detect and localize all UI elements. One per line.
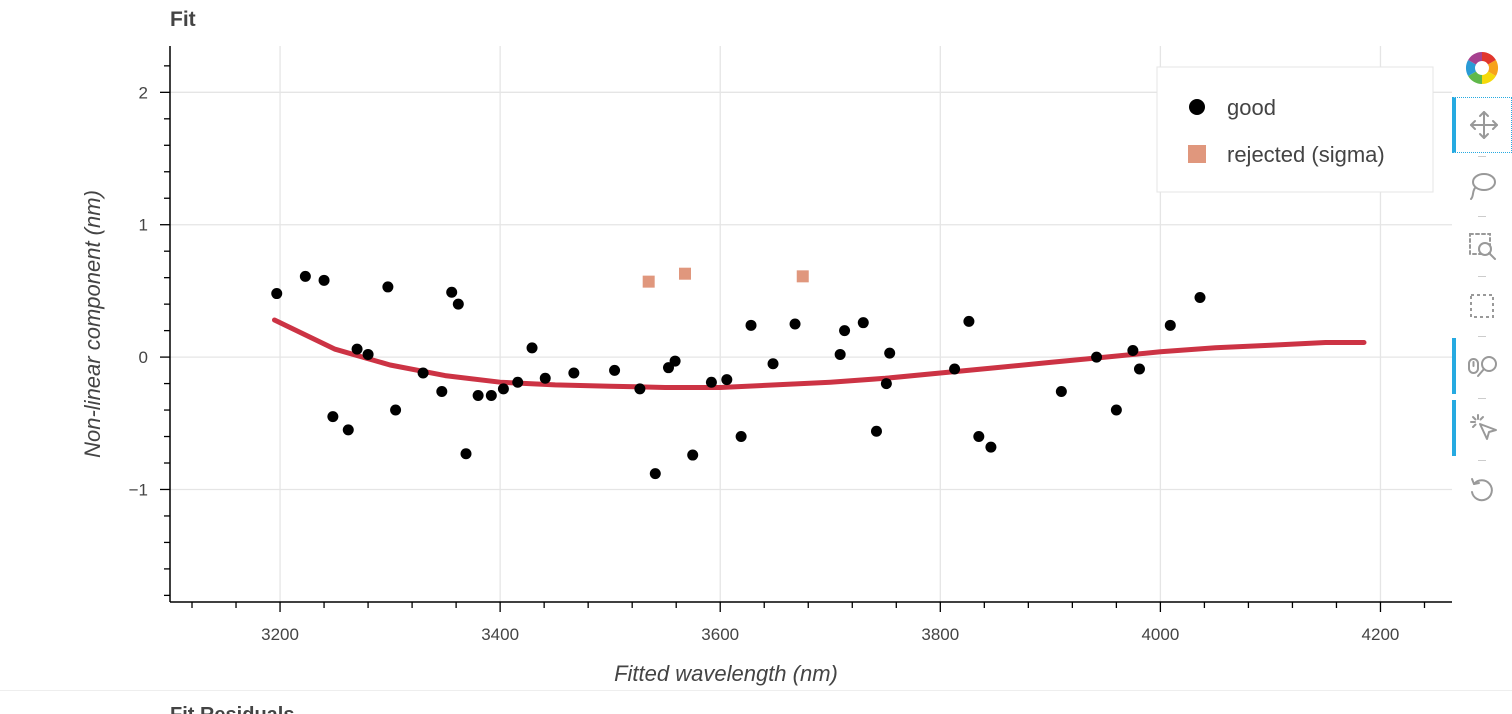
good-point (1164, 319, 1176, 331)
good-point (472, 389, 484, 401)
good-point (460, 448, 472, 460)
bokeh-logo-icon (1465, 51, 1499, 85)
reset-tool[interactable] (1452, 462, 1512, 518)
plot-title: Fit (170, 8, 196, 31)
good-point (1091, 351, 1103, 363)
good-point (1133, 363, 1145, 375)
box-zoom-icon (1469, 233, 1496, 260)
x-tick-label: 3400 (481, 625, 519, 644)
good-point (789, 318, 801, 330)
next-plot-title: Fit Residuals (170, 704, 294, 714)
tap-icon (1470, 414, 1497, 440)
x-tick-label: 3600 (701, 625, 739, 644)
good-point (299, 270, 311, 282)
good-point (390, 404, 402, 416)
fit-line-layer (272, 317, 1367, 390)
good-point (649, 468, 661, 480)
x-tick-label: 3200 (261, 625, 299, 644)
wheel-zoom-icon (1468, 356, 1497, 377)
y-tick-label: 2 (139, 83, 148, 102)
good-point (382, 281, 394, 293)
toolbar (1452, 40, 1512, 520)
box-select-icon (1470, 294, 1494, 318)
x-tick-label: 3800 (921, 625, 959, 644)
good-point (735, 431, 747, 443)
good-point (1194, 292, 1206, 304)
good-point (485, 389, 497, 401)
good-point (1110, 404, 1122, 416)
legend: good rejected (sigma) (1156, 66, 1434, 193)
good-point (417, 367, 429, 379)
good-point (634, 383, 646, 395)
good-point (687, 449, 699, 461)
y-tick-label: 0 (139, 348, 148, 367)
section-divider (0, 690, 1512, 691)
y-axis-label: Non-linear component (nm) (80, 190, 105, 458)
x-tick-label: 4000 (1141, 625, 1179, 644)
good-point (870, 425, 882, 437)
pan-tool[interactable] (1452, 97, 1512, 153)
lasso-select-tool[interactable] (1452, 158, 1512, 214)
rejected-point (679, 267, 692, 280)
good-point (767, 358, 779, 370)
good-point (342, 424, 354, 436)
good-point (497, 383, 509, 395)
move-icon (1469, 111, 1498, 139)
good-point (362, 348, 374, 360)
good-point (512, 376, 524, 388)
scatter-chart[interactable]: 3200 3400 3600 3800 4000 4200 2 1 0 −1 Fitted wave… (0, 0, 1452, 690)
legend-good-marker (1189, 99, 1205, 115)
good-point (351, 343, 363, 355)
good-point (327, 411, 339, 423)
good-point (880, 378, 892, 390)
good-point (705, 376, 717, 388)
tap-tool[interactable] (1452, 400, 1512, 456)
box-zoom-tool[interactable] (1452, 218, 1512, 274)
legend-rejected-label: rejected (sigma) (1227, 142, 1385, 167)
box-select-tool[interactable] (1452, 278, 1512, 334)
good-point (973, 431, 985, 443)
fit-curve (272, 317, 1367, 390)
axes: 3200 3400 3600 3800 4000 4200 2 1 0 −1 Fitted wave… (80, 46, 1452, 686)
good-point (745, 319, 757, 331)
good-point (436, 386, 448, 398)
bokeh-logo[interactable] (1452, 40, 1512, 96)
good-point (526, 342, 538, 354)
good-point (963, 315, 975, 327)
legend-good-label: good (1227, 95, 1276, 120)
y-tick-label: −1 (129, 480, 148, 499)
good-point (857, 317, 869, 329)
legend-box (1156, 66, 1434, 193)
wheel-zoom-tool[interactable] (1452, 338, 1512, 394)
good-point (452, 298, 464, 310)
good-point (949, 363, 961, 375)
y-tick-label: 1 (139, 216, 148, 235)
good-point (669, 355, 681, 367)
good-point (884, 347, 896, 359)
good-point (609, 364, 621, 376)
x-axis-label: Fitted wavelength (nm) (614, 661, 838, 686)
good-point (318, 274, 330, 286)
good-point (839, 325, 851, 337)
good-point (446, 286, 458, 298)
legend-rejected-marker (1188, 145, 1206, 163)
rejected-point (796, 270, 809, 283)
good-point (1127, 344, 1139, 356)
good-point (834, 348, 846, 360)
good-point (721, 374, 733, 386)
good-point (985, 441, 997, 453)
good-point (568, 367, 580, 379)
points-layer (271, 267, 1206, 480)
lasso-icon (1470, 173, 1496, 200)
rejected-point (642, 275, 655, 288)
reset-icon (1471, 478, 1493, 502)
good-point (1055, 386, 1067, 398)
good-point (539, 372, 551, 384)
x-tick-label: 4200 (1362, 625, 1400, 644)
good-point (271, 288, 283, 300)
